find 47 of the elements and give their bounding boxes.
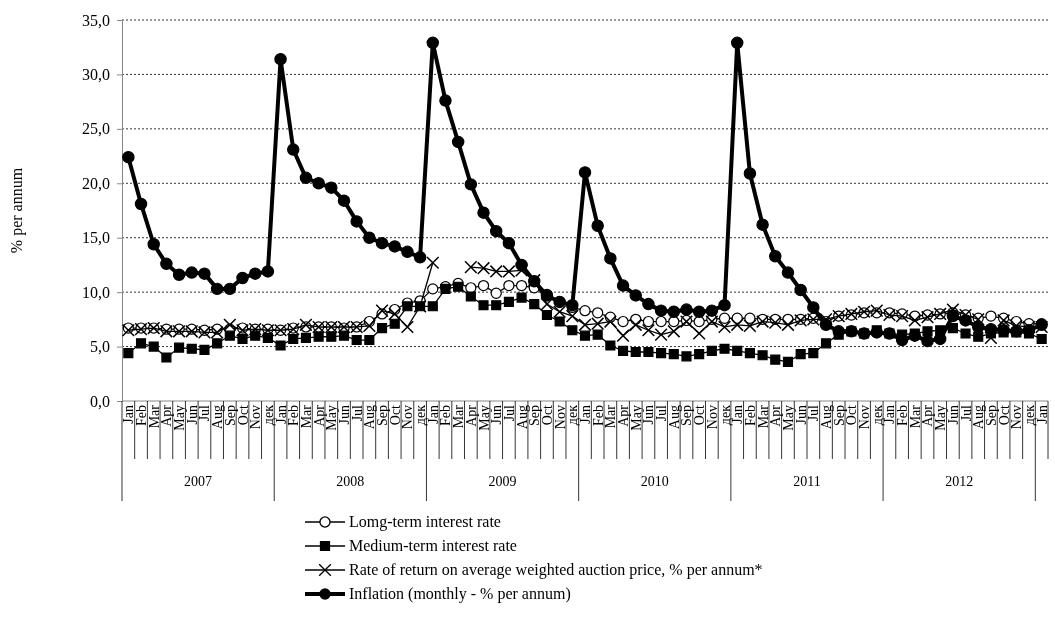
x-tick-label: дек <box>565 404 581 426</box>
x-tick-label: Aug <box>819 405 835 430</box>
x-tick-label: Apr <box>920 404 936 427</box>
x-tick-label: Nov <box>704 405 720 430</box>
x-tick-label: Mar <box>603 404 619 429</box>
x-tick-label: Jul <box>197 404 213 422</box>
x-tick-label: дек <box>717 404 733 426</box>
legend-label: Lomg-term interest rate <box>349 513 501 531</box>
y-tick-label: 0,0 <box>90 392 110 410</box>
x-tick-label: Nov <box>400 405 416 430</box>
x-tick-label: Jul <box>806 404 822 422</box>
x-tick-label: Aug <box>362 405 378 430</box>
x-tick-label: Apr <box>311 404 327 427</box>
x-tick-label: Jun <box>641 405 657 425</box>
text: 2007 <box>184 474 213 489</box>
x-tick-label: Aug <box>514 405 530 430</box>
text: 2011 <box>793 474 821 489</box>
text: 2010 <box>640 474 669 489</box>
x-tick-label: Aug <box>210 405 226 430</box>
x-tick-label: Apr <box>159 404 175 427</box>
text: 2008 <box>336 474 365 489</box>
x-tick-label: Nov <box>552 405 568 430</box>
text: 2009 <box>488 474 517 489</box>
y-tick-label: 5,0 <box>90 338 110 356</box>
x-tick-label: Aug <box>971 405 987 430</box>
legend-label: Medium-term interest rate <box>349 537 517 554</box>
legend-label: Inflation (monthly - % per annum) <box>349 585 571 603</box>
x-tick-label: Feb <box>742 405 758 426</box>
y-tick-label: 30,0 <box>82 66 110 84</box>
x-tick-label: Apr <box>616 404 632 427</box>
y-axis-title: % per annum <box>8 167 26 254</box>
x-tick-label: Apr <box>768 404 784 427</box>
x-tick-label: Jan <box>1034 405 1050 424</box>
y-tick-label: 10,0 <box>82 283 110 301</box>
y-tick-label: 15,0 <box>82 229 110 247</box>
x-tick-label: Jul <box>349 404 365 422</box>
x-tick-label: Jul <box>958 404 974 422</box>
y-tick-label: 25,0 <box>82 120 110 138</box>
x-tick-label: Oct <box>844 404 860 426</box>
x-tick-label: Feb <box>590 405 606 426</box>
x-tick-label: Mar <box>755 404 771 429</box>
x-tick-label: Feb <box>438 405 454 426</box>
legend-label: Rate of return on average weighted auction price, % per annum* <box>349 561 763 579</box>
x-tick-label: Jan <box>121 405 137 424</box>
y-tick-label: 35,0 <box>82 11 110 29</box>
text: 2012 <box>945 474 974 489</box>
y-tick-label: 20,0 <box>82 174 110 192</box>
